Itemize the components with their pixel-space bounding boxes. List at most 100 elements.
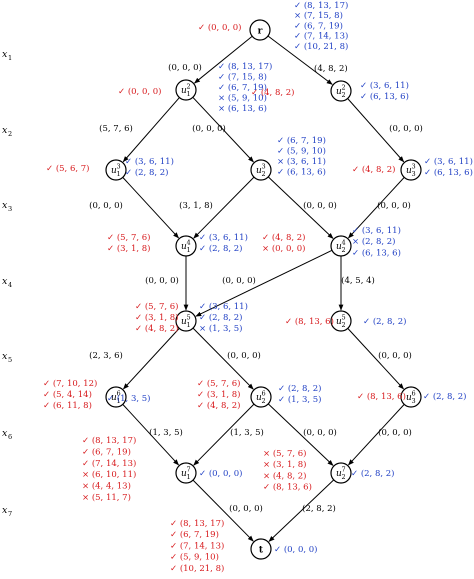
edge-u2_2-u3_3 (347, 98, 405, 163)
annotation-line: ✓ (10, 21, 8) (294, 41, 348, 52)
node-u1_2: u 21 (175, 79, 197, 101)
annotation-line: ✓ (5, 4, 14) (43, 389, 92, 400)
annotation-line: ✓ (1, 3, 5) (278, 394, 322, 405)
node-u1_6: u 61 (105, 386, 127, 408)
annotation-line: ✓ (0, 0, 0) (198, 22, 242, 33)
annotation-line: ✓ (0, 0, 0) (199, 468, 243, 479)
levels-layer: x 1x 2x 3x 4x 5x 6x 7 (2, 49, 12, 518)
node-label: u (181, 242, 187, 252)
node-circle (175, 79, 197, 101)
level-var: x (2, 428, 8, 439)
node-label: u (181, 469, 187, 479)
annotation-blue: ✓ (3, 6, 11)✓ (6, 13, 6) (424, 156, 473, 178)
annotation-line: ✓ (4, 8, 2) (352, 164, 396, 175)
node-label: u (406, 393, 412, 403)
annotation-line: ✓ (3, 1, 8) (197, 389, 241, 400)
node-circle (330, 235, 352, 257)
node-label-sup: 5 (187, 314, 191, 322)
edge-label: (4, 8, 2) (314, 63, 348, 74)
annotation-line: ✓ (6, 11, 8) (43, 400, 92, 411)
annotation-line: ✓ (8, 13, 6) (263, 482, 312, 493)
annotation-line: × (2, 8, 2) (352, 236, 396, 247)
node-circle (250, 538, 272, 560)
edge-u3_3-u2_4 (348, 177, 405, 239)
node-circle (330, 462, 352, 484)
annotation-blue: ✓ (8, 13, 17)✓ (7, 15, 8)✓ (6, 7, 19)× (… (218, 61, 272, 114)
annotation-line: × (6, 10, 11) (82, 469, 136, 480)
edge-label: (0, 0, 0) (192, 123, 226, 134)
edge-label: (2, 3, 6) (89, 350, 123, 361)
annotation-line: ✓ (2, 8, 2) (423, 391, 467, 402)
edge-u2_5-u3_6 (347, 328, 404, 390)
node-circle (175, 310, 197, 332)
edge-label: (0, 0, 0) (378, 427, 412, 438)
annotation-line: ✓ (4, 8, 2) (135, 323, 179, 334)
annotation-line: ✓ (6, 13, 6) (360, 91, 409, 102)
node-label-sub: 1 (117, 397, 121, 405)
node-label-sup: 6 (412, 390, 416, 398)
annotation-blue: ✓ (3, 6, 11)✓ (2, 8, 2) (199, 232, 248, 254)
node-label-sub: 1 (187, 473, 191, 481)
annotation-line: ✓ (2, 8, 2) (278, 383, 322, 394)
annotations-layer: ✓ (0, 0, 0)✓ (8, 13, 17)× (7, 15, 8)✓ (6… (43, 0, 473, 574)
node-label-sup: 7 (187, 466, 191, 474)
node-circle (330, 310, 352, 332)
annotation-blue: ✓ (3, 6, 11)✓ (2, 8, 2) (125, 156, 174, 178)
level-var: x (2, 200, 8, 211)
edge-r-u2_2 (267, 35, 333, 85)
annotation-line: ✓ (8, 13, 17) (218, 61, 272, 72)
annotation-red: ✓ (5, 7, 6)✓ (3, 1, 8)✓ (4, 8, 2) (197, 378, 241, 411)
annotation-line: ✓ (8, 13, 6) (357, 391, 406, 402)
node-u2_7: u 72 (330, 462, 352, 484)
annotation-line: × (7, 15, 8) (294, 10, 343, 21)
annotation-red: ✓ (5, 6, 7) (46, 163, 90, 174)
node-label-sup: 2 (342, 84, 346, 92)
annotation-line: ✓ (3, 1, 8) (107, 243, 151, 254)
node-label-sup: 2 (187, 83, 191, 91)
annotation-blue: ✓ (0, 0, 0) (274, 544, 318, 555)
edges-layer (122, 35, 405, 542)
node-u1_3: u 31 (105, 159, 127, 181)
level-var: x (2, 49, 8, 60)
node-u1_5: u 51 (175, 310, 197, 332)
node-label: u (181, 317, 187, 327)
node-label-sub: 2 (342, 473, 346, 481)
annotation-blue: ✓ (3, 6, 11)✓ (2, 8, 2)× (1, 3, 5) (199, 301, 248, 334)
node-label-sup: 4 (342, 239, 346, 247)
annotation-line: ✓ (2, 8, 2) (363, 316, 407, 327)
node-label-sup: 6 (262, 390, 266, 398)
level-var: x (2, 125, 8, 136)
annotation-red: ✓ (5, 7, 6)✓ (3, 1, 8) (107, 232, 151, 254)
node-label: u (336, 87, 342, 97)
node-label-sup: 3 (412, 163, 416, 171)
annotation-line: ✓ (6, 13, 6) (352, 247, 401, 258)
edge-u1_2-u1_3 (122, 97, 180, 163)
edge-label: (0, 0, 0) (145, 275, 179, 286)
annotation-line: × (1, 3, 5) (199, 323, 243, 334)
annotation-red: ✓ (5, 7, 6)✓ (3, 1, 8)✓ (4, 8, 2) (135, 301, 179, 334)
annotation-blue: ✓ (1, 3, 5) (107, 393, 151, 404)
annotation-red: ✓ (4, 8, 2) (251, 87, 295, 98)
node-r: r (249, 19, 271, 41)
node-circle (105, 386, 127, 408)
node-label-sub: 2 (342, 246, 346, 254)
annotation-line: × (5, 9, 10) (218, 93, 267, 104)
annotation-line: ✓ (3, 6, 11) (352, 225, 401, 236)
annotation-line: ✓ (6, 7, 19) (82, 446, 131, 457)
annotation-line: ✓ (8, 13, 17) (294, 0, 348, 11)
node-u2_5: u 52 (330, 310, 352, 332)
node-label: u (181, 86, 187, 96)
annotation-line: × (3, 1, 8) (263, 459, 307, 470)
annotation-line: ✓ (6, 7, 19) (294, 20, 343, 31)
annotation-line: ✓ (3, 6, 11) (360, 80, 409, 91)
node-label: u (336, 242, 342, 252)
node-label-sub: 2 (262, 170, 266, 178)
edge-label: (0, 0, 0) (303, 427, 337, 438)
annotation-line: ✓ (0, 0, 0) (274, 544, 318, 555)
node-label: u (256, 166, 262, 176)
